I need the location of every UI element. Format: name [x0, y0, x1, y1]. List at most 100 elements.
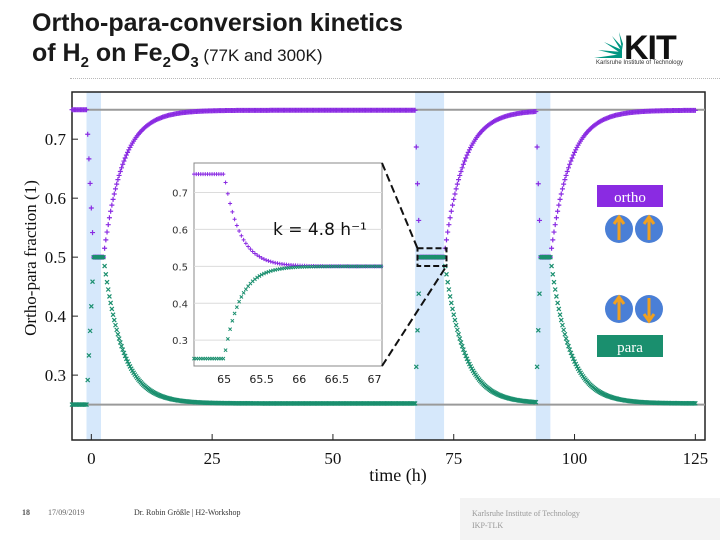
para-point	[103, 271, 109, 277]
ortho-point	[457, 172, 463, 178]
ortho-spin-left-arrow-icon	[612, 214, 626, 240]
x-tick-label: 100	[562, 449, 588, 468]
para-point	[569, 353, 575, 359]
ortho-point	[563, 172, 569, 178]
para-point	[86, 353, 92, 358]
para-point	[107, 293, 112, 299]
inset-ortho-point	[255, 253, 260, 258]
ortho-legend-bg	[597, 185, 663, 207]
para-point	[82, 402, 88, 408]
para-point	[458, 340, 464, 345]
para-point	[415, 327, 420, 333]
ortho-point	[464, 152, 470, 158]
para-point	[451, 312, 457, 318]
footer-institute-line2: IKP-TLK	[472, 521, 504, 530]
ortho-point	[102, 245, 108, 251]
ortho-point	[443, 237, 449, 243]
para-point	[102, 263, 108, 269]
ortho-point	[460, 161, 466, 167]
para-point	[90, 279, 95, 285]
para-point	[550, 271, 556, 277]
inset-ortho-point	[261, 257, 266, 262]
inset-ortho-point	[257, 254, 262, 259]
para-point	[411, 401, 417, 406]
inset-ortho-point	[259, 255, 264, 260]
ortho-legend: ortho	[597, 185, 663, 243]
inset-para-point	[264, 270, 269, 275]
para-point	[570, 356, 576, 362]
inset-para-point	[223, 348, 228, 353]
ortho-point	[414, 181, 420, 187]
ortho-point	[454, 181, 460, 187]
para-point	[109, 306, 115, 312]
para-point	[113, 322, 118, 328]
series-para	[69, 254, 698, 408]
inset-para-point	[225, 336, 230, 341]
para-point	[568, 350, 574, 356]
inset-x-tick-label: 65.5	[249, 373, 274, 386]
inset-ortho-point	[223, 180, 228, 185]
ortho-point	[557, 196, 563, 202]
inset-para-point	[239, 294, 244, 299]
para-point	[547, 254, 553, 260]
y-tick-label: 0.3	[45, 366, 66, 385]
para-point	[564, 340, 570, 345]
para-point	[114, 327, 120, 333]
footer-presenter: Dr. Robin Größle | H2-Workshop	[134, 508, 241, 517]
para-legend-label: para	[617, 340, 643, 356]
para-point	[532, 399, 538, 405]
kit-logo: KIT	[594, 29, 678, 67]
para-point	[457, 336, 463, 341]
ortho-point	[117, 169, 123, 175]
ortho-point	[447, 215, 453, 221]
para-point	[115, 331, 121, 337]
para-point	[465, 359, 471, 364]
ortho-point	[537, 217, 543, 223]
series-ortho	[69, 107, 698, 260]
inset-para-point	[228, 327, 233, 332]
ortho-point	[559, 186, 565, 192]
ortho-point	[552, 222, 558, 228]
inset-ortho-point	[239, 233, 244, 238]
inset-x-tick-label: 67	[367, 373, 381, 386]
plot-frame	[71, 91, 706, 441]
inset-ortho-point	[243, 241, 248, 246]
para-point	[549, 263, 555, 269]
para-point	[413, 364, 419, 370]
ortho-point	[456, 177, 462, 183]
para-point	[126, 361, 132, 367]
ortho-point	[459, 165, 465, 171]
ortho-point	[83, 107, 89, 113]
inset-para-point	[241, 290, 246, 295]
para-point	[100, 254, 106, 260]
y-axis-label: Ortho-para fraction (1)	[21, 180, 40, 336]
ortho-point	[463, 155, 469, 161]
title-line-1: Ortho-para-conversion kinetics	[32, 9, 403, 37]
para-point	[441, 254, 447, 260]
ortho-point	[448, 208, 454, 214]
inset-y-tick-label: 0.4	[172, 299, 188, 310]
x-tick-label: 25	[204, 449, 221, 468]
inset-ortho-point	[252, 251, 257, 256]
para-point	[535, 327, 541, 333]
ortho-point	[412, 107, 418, 113]
ortho-point	[458, 169, 464, 175]
inset-ortho-point	[264, 258, 269, 263]
ortho-legend-label: ortho	[614, 190, 646, 206]
para-point	[444, 271, 449, 277]
para-point	[459, 343, 465, 349]
para-point	[440, 254, 446, 260]
inset-para-point	[237, 299, 242, 304]
para-point	[546, 254, 552, 260]
ortho-point	[120, 161, 126, 167]
para-point	[562, 331, 568, 337]
para-point	[558, 317, 564, 323]
main-chart: 0 25 50 75 100 125 0.3 0.4 0.5 0.6 0.7 Ortho-para …	[21, 91, 708, 486]
ortho-point	[115, 177, 121, 183]
inset-para-point	[257, 274, 262, 278]
para-legend-bg	[597, 335, 663, 357]
footer-institute-line1: Karlsruhe Institute of Technology	[472, 509, 580, 518]
para-point	[87, 328, 93, 334]
para-point	[456, 331, 461, 337]
ortho-point	[551, 229, 557, 235]
